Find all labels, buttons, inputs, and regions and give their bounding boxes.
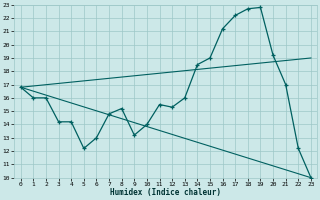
X-axis label: Humidex (Indice chaleur): Humidex (Indice chaleur) bbox=[110, 188, 221, 197]
